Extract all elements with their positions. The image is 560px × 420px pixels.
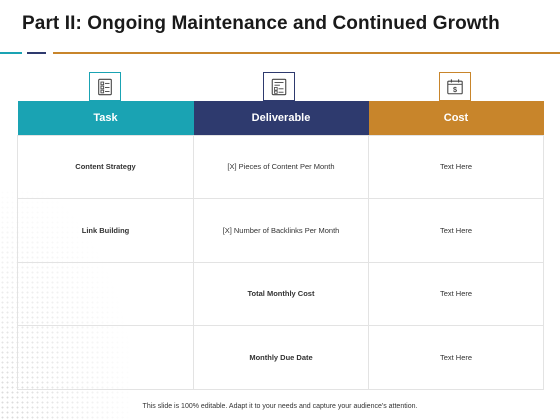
header-deliverable: Deliverable bbox=[193, 101, 369, 135]
table-row: Link Building [X] Number of Backlinks Pe… bbox=[17, 198, 544, 263]
table-header-row: Task Deliverable Cost bbox=[17, 101, 544, 135]
task-icon-box bbox=[89, 72, 121, 101]
dollar-calendar-icon: $ bbox=[447, 78, 463, 94]
deliverable-cell: Monthly Due Date bbox=[193, 325, 369, 390]
slide-title: Part II: Ongoing Maintenance and Continu… bbox=[22, 13, 500, 34]
svg-text:$: $ bbox=[453, 84, 457, 93]
deliverable-cell: [X] Number of Backlinks Per Month bbox=[193, 198, 369, 263]
title-underline-teal bbox=[0, 52, 22, 54]
task-cell: Link Building bbox=[17, 198, 194, 263]
cost-cell: Text Here bbox=[368, 198, 544, 263]
deliverable-icon-box bbox=[263, 72, 295, 101]
task-cell bbox=[17, 261, 194, 326]
table-row: Monthly Due Date Text Here bbox=[17, 325, 544, 390]
maintenance-table: Task Deliverable Cost Content Strategy [… bbox=[17, 101, 544, 390]
task-cell: Content Strategy bbox=[17, 134, 194, 199]
task-cell bbox=[17, 325, 194, 390]
cost-cell: Text Here bbox=[368, 325, 544, 390]
cost-cell: Text Here bbox=[368, 134, 544, 199]
title-underline-navy bbox=[27, 52, 46, 54]
table-row: Content Strategy [X] Pieces of Content P… bbox=[17, 134, 544, 199]
header-cost: Cost bbox=[368, 101, 544, 135]
checklist-icon bbox=[98, 78, 112, 95]
deliverable-cell: [X] Pieces of Content Per Month bbox=[193, 134, 369, 199]
header-task: Task bbox=[17, 101, 194, 135]
deliverable-cell: Total Monthly Cost bbox=[193, 261, 369, 326]
cost-icon-box: $ bbox=[439, 72, 471, 101]
table-row: Total Monthly Cost Text Here bbox=[17, 261, 544, 326]
footer-note: This slide is 100% editable. Adapt it to… bbox=[142, 403, 418, 410]
document-list-icon bbox=[271, 78, 287, 95]
cost-cell: Text Here bbox=[368, 261, 544, 326]
title-underline-gold bbox=[53, 52, 560, 54]
